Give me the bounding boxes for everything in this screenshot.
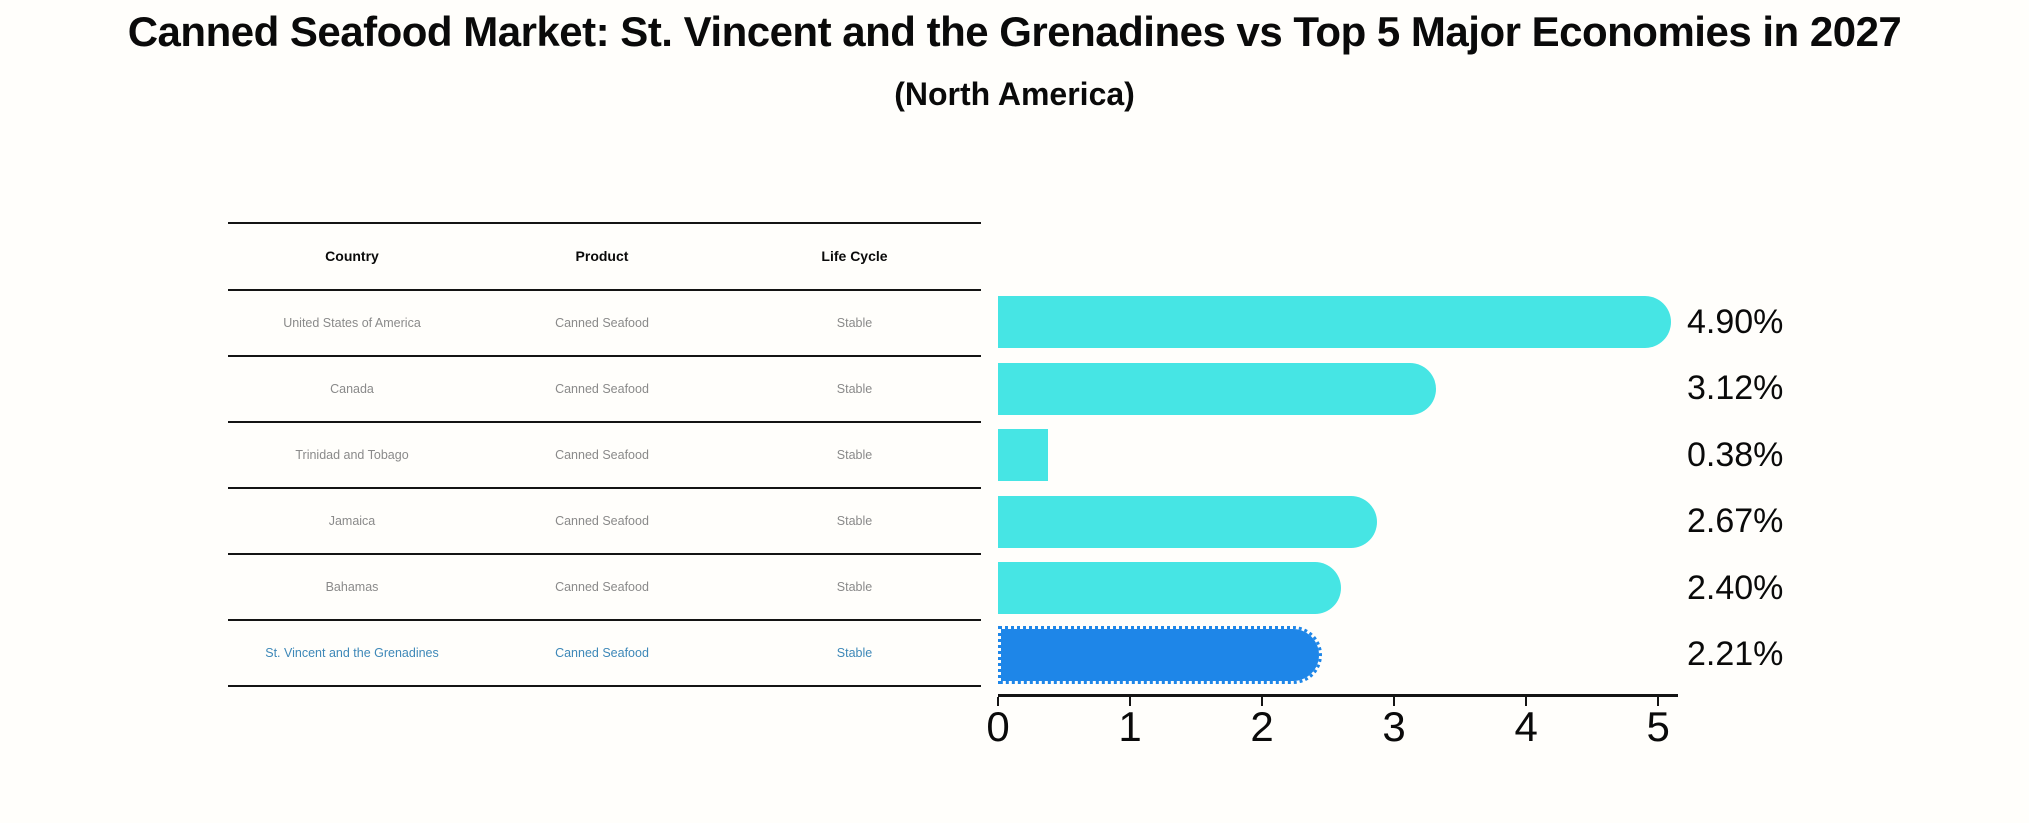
bar-value-label: 2.67% [1687, 502, 1784, 541]
x-tick-label: 5 [1646, 703, 1670, 750]
x-axis-line [998, 694, 1678, 697]
bar-value-label: 2.21% [1687, 635, 1784, 674]
cell-product: Canned Seafood [555, 447, 649, 462]
x-tick-label: 4 [1514, 703, 1538, 750]
bar [998, 429, 1048, 481]
x-tick-label: 2 [1250, 703, 1274, 750]
x-tick-mark [1128, 696, 1132, 706]
bar [998, 562, 1341, 614]
table-header-row: Country Product Life Cycle [228, 224, 981, 291]
x-tick-mark [1260, 696, 1264, 706]
table-row: St. Vincent and the Grenadines Canned Sea… [228, 621, 981, 687]
bar-value-label: 4.90% [1687, 302, 1784, 341]
table-row: Jamaica Canned Seafood Stable [228, 489, 981, 555]
cell-country: Bahamas [325, 579, 379, 594]
x-tick-mark [996, 696, 1000, 706]
cell-country: St. Vincent and the Grenadines [265, 645, 439, 660]
column-header: Product [575, 248, 629, 265]
table-row: United States of America Canned Seafood St… [228, 291, 981, 357]
column-header: Life Cycle [821, 248, 888, 265]
cell-country: Jamaica [328, 513, 376, 528]
chart-subtitle: (North America) [894, 76, 1135, 112]
bar [998, 495, 1377, 548]
cell-country: Canada [330, 381, 374, 396]
table-row: Canada Canned Seafood Stable [228, 357, 981, 423]
x-tick-label: 0 [986, 703, 1010, 750]
bars-layer [998, 289, 2029, 688]
table-row: Trinidad and Tobago Canned Seafood Stable [228, 423, 981, 489]
value-labels-layer: 4.90% 3.12% 0.38% 2.67% 2.40% 2.21% [1687, 289, 2029, 688]
bar [998, 362, 1436, 415]
cell-life-cycle: Stable [836, 579, 873, 594]
bar [998, 296, 1671, 348]
table-row: Bahamas Canned Seafood Stable [228, 555, 981, 621]
cell-product: Canned Seafood [555, 513, 649, 528]
cell-product: Canned Seafood [555, 381, 649, 396]
cell-country: United States of America [283, 315, 421, 330]
cell-product: Canned Seafood [555, 645, 649, 660]
bar-highlight [998, 625, 1322, 684]
x-tick-label: 3 [1382, 703, 1406, 750]
table-body: United States of America Canned Seafood St… [228, 291, 981, 687]
cell-life-cycle: Stable [836, 315, 873, 330]
cell-life-cycle: Stable [836, 447, 873, 462]
cell-life-cycle: Stable [836, 513, 873, 528]
comparison-table: Country Product Life Cycle United States o… [228, 222, 981, 687]
cell-product: Canned Seafood [555, 315, 649, 330]
bar-value-label: 2.40% [1687, 568, 1784, 607]
x-tick-label: 1 [1118, 703, 1142, 750]
x-tick-mark [1524, 696, 1528, 706]
bar-value-label: 0.38% [1687, 435, 1784, 474]
cell-country: Trinidad and Tobago [295, 447, 409, 462]
cell-life-cycle: Stable [836, 381, 873, 396]
x-tick-mark [1392, 696, 1396, 706]
cell-product: Canned Seafood [555, 579, 649, 594]
bar-value-label: 3.12% [1687, 369, 1784, 408]
cell-life-cycle: Stable [836, 645, 873, 660]
column-header: Country [325, 248, 379, 265]
x-tick-mark [1656, 696, 1660, 706]
chart-title: Canned Seafood Market: St. Vincent and t… [127, 8, 1902, 55]
